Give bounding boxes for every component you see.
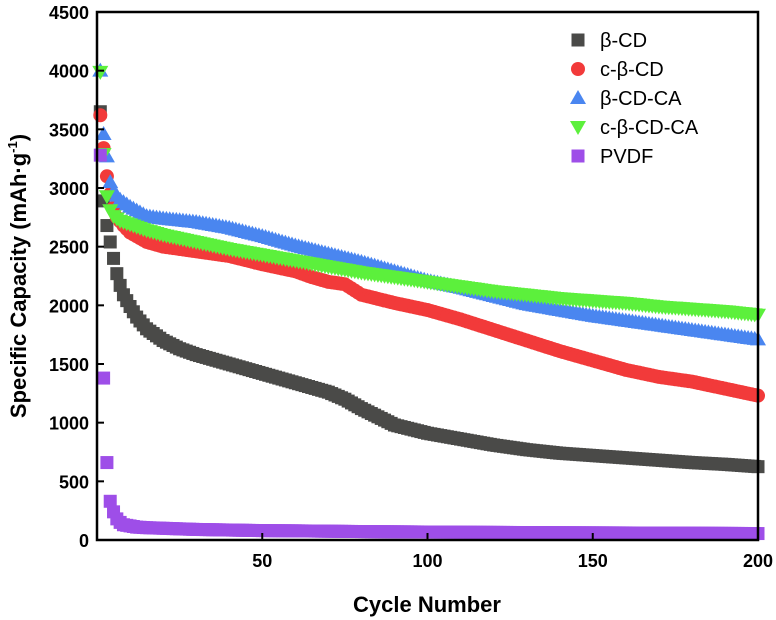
x-tick-label: 150 — [578, 551, 608, 571]
legend-label: β-CD-CA — [600, 88, 682, 110]
legend-label: β-CD — [600, 30, 647, 52]
series-4-point — [103, 494, 117, 508]
y-tick-label: 0 — [79, 531, 89, 551]
series-0-point — [107, 251, 121, 265]
legend-label: c-β-CD — [600, 59, 664, 81]
legend-marker — [570, 121, 586, 135]
legend-marker — [571, 149, 585, 163]
series-3-point — [98, 190, 115, 205]
y-tick-label: 2000 — [49, 296, 89, 316]
axis-ticks: 50 100 150 20005001000150020002500300035004… — [49, 3, 773, 571]
y-tick-label: 1000 — [49, 414, 89, 434]
legend: β-CD c-β-CD β-CD-CA c-β-CD-CA PVDF — [570, 30, 699, 168]
y-axis-title-close: ) — [6, 134, 31, 141]
y-tick-label: 3000 — [49, 179, 89, 199]
y-tick-label: 2500 — [49, 238, 89, 258]
y-tick-label: 1500 — [49, 355, 89, 375]
x-tick-label: 200 — [743, 551, 773, 571]
series-2-point — [102, 174, 119, 189]
legend-label: c-β-CD-CA — [600, 117, 699, 139]
series-0-point — [103, 235, 117, 249]
y-axis-title-superscript: -1 — [5, 141, 20, 153]
y-tick-label: 4500 — [49, 3, 89, 23]
series-2-point — [95, 126, 112, 141]
legend-marker — [571, 62, 585, 76]
x-axis-title: Cycle Number — [353, 592, 501, 617]
x-tick-label: 50 — [252, 551, 272, 571]
x-tick-label: 100 — [412, 551, 442, 571]
y-axis-title-main: Specific Capacity (mAh·g — [6, 153, 31, 418]
legend-marker — [571, 33, 585, 47]
series-1-point — [93, 108, 108, 123]
series-0-point — [100, 219, 114, 233]
data-points-layer — [92, 62, 766, 541]
series-0-point — [110, 267, 124, 281]
y-tick-label: 4000 — [49, 62, 89, 82]
series-4-point — [97, 371, 111, 385]
legend-label: PVDF — [600, 146, 653, 168]
series-4-point — [100, 456, 114, 470]
y-axis-title: Specific Capacity (mAh·g-1) — [5, 134, 31, 418]
legend-marker — [570, 90, 586, 104]
y-tick-label: 3500 — [49, 120, 89, 140]
y-tick-label: 500 — [59, 472, 89, 492]
